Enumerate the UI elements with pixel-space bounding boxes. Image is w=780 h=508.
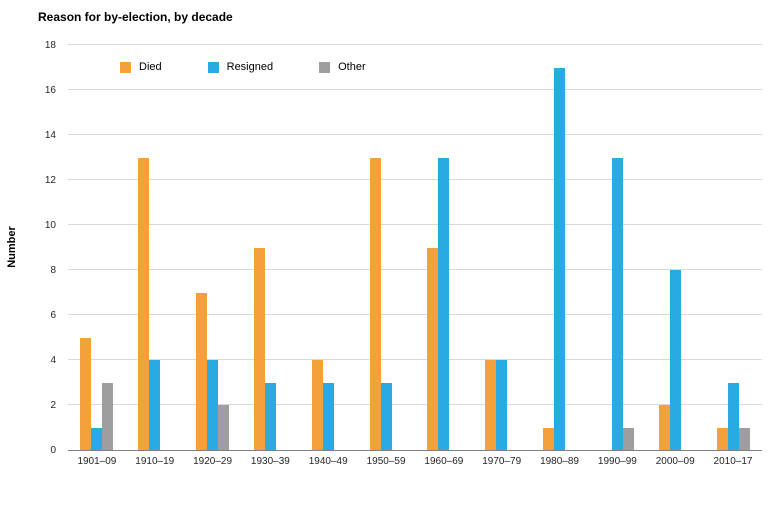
x-tick-label: 2000–09 [655, 456, 695, 467]
gridline [68, 179, 762, 181]
x-tick-label: 1970–79 [482, 456, 522, 467]
gridline [68, 314, 762, 316]
bar-resigned [380, 382, 392, 450]
x-tick-label: 1910–19 [135, 456, 175, 467]
x-tick-label: 1990–99 [597, 456, 637, 467]
gridline [68, 134, 762, 135]
bar-died [485, 360, 497, 450]
x-tick-label: 1960–69 [424, 456, 464, 467]
plot-area: Died Resigned Other [68, 44, 762, 451]
x-tick-label: 1950–59 [366, 456, 406, 467]
bar-group [126, 45, 184, 450]
y-tick-label: 6 [50, 310, 56, 322]
legend-item-other: Other [319, 61, 366, 73]
bar-died [543, 427, 555, 450]
y-tick-label: 12 [44, 175, 56, 187]
bar-resigned [496, 360, 508, 450]
x-tick-label: 1930–39 [250, 456, 290, 467]
x-tick-label: 1940–49 [308, 456, 348, 467]
bar-group [646, 45, 704, 450]
gridline [68, 224, 762, 225]
bar-resigned [669, 270, 681, 450]
bar-died [80, 337, 92, 450]
legend-item-resigned: Resigned [207, 61, 274, 73]
y-tick-label: 18 [44, 40, 56, 51]
legend-swatch-resigned [207, 61, 219, 73]
bar-group [299, 45, 357, 450]
legend-swatch-died [120, 61, 131, 73]
x-tick-label: 2010–17 [713, 456, 753, 467]
bar-resigned [322, 382, 334, 450]
bar-resigned [727, 382, 739, 450]
y-tick-label: 14 [44, 130, 56, 141]
bar-group [704, 45, 762, 450]
bar-died [311, 360, 323, 450]
bar-group [68, 45, 126, 450]
x-tick-label: 1920–29 [193, 456, 233, 467]
chart-title: Reason for by-election, by decade [38, 10, 233, 24]
bar-other [102, 382, 114, 450]
legend-label: Other [338, 61, 366, 73]
legend-swatch-other [319, 61, 331, 73]
bar-group [357, 45, 415, 450]
bar-died [716, 427, 728, 450]
bar-resigned [149, 360, 161, 450]
bar-resigned [264, 382, 276, 450]
gridline [68, 404, 762, 405]
x-tick-label: 1901–09 [77, 456, 117, 467]
bar-died [138, 157, 150, 450]
y-axis-ticks: 0 2 4 6 8 10 12 14 16 18 [0, 40, 62, 456]
y-tick-label: 4 [50, 355, 56, 367]
bar-group [184, 45, 242, 450]
bar-died [196, 292, 208, 450]
legend-label: Died [139, 61, 162, 73]
legend: Died Resigned Other [120, 61, 366, 73]
gridline [68, 269, 762, 270]
y-tick-label: 2 [50, 400, 56, 412]
bar-died [253, 247, 265, 450]
y-tick-label: 10 [44, 220, 56, 231]
bar-resigned [91, 427, 103, 450]
bar-died [369, 157, 381, 450]
bar-died [658, 405, 670, 450]
x-axis-ticks: 1901–09 1910–19 1920–29 1930–39 1940–49 1950–… [68, 456, 762, 467]
y-tick-label: 0 [50, 445, 56, 456]
gridline [68, 44, 762, 45]
bar-group [531, 45, 589, 450]
bar-other [622, 427, 634, 450]
bar-group [588, 45, 646, 450]
bar-resigned [438, 157, 450, 450]
legend-item-died: Died [120, 61, 162, 73]
gridline [68, 89, 762, 90]
y-tick-label: 16 [44, 85, 56, 97]
bar-died [427, 247, 439, 450]
bar-group [473, 45, 531, 450]
bar-resigned [611, 157, 623, 450]
bar-other [738, 427, 750, 450]
x-tick-label: 1980–89 [540, 456, 579, 467]
bar-group [241, 45, 299, 450]
bar-resigned [554, 67, 566, 450]
y-tick-label: 8 [50, 265, 56, 277]
bar-resigned [207, 360, 219, 450]
bar-group [415, 45, 473, 450]
bar-other [218, 405, 230, 450]
gridline [68, 359, 762, 360]
legend-label: Resigned [226, 61, 274, 73]
bars-layer [68, 45, 762, 450]
